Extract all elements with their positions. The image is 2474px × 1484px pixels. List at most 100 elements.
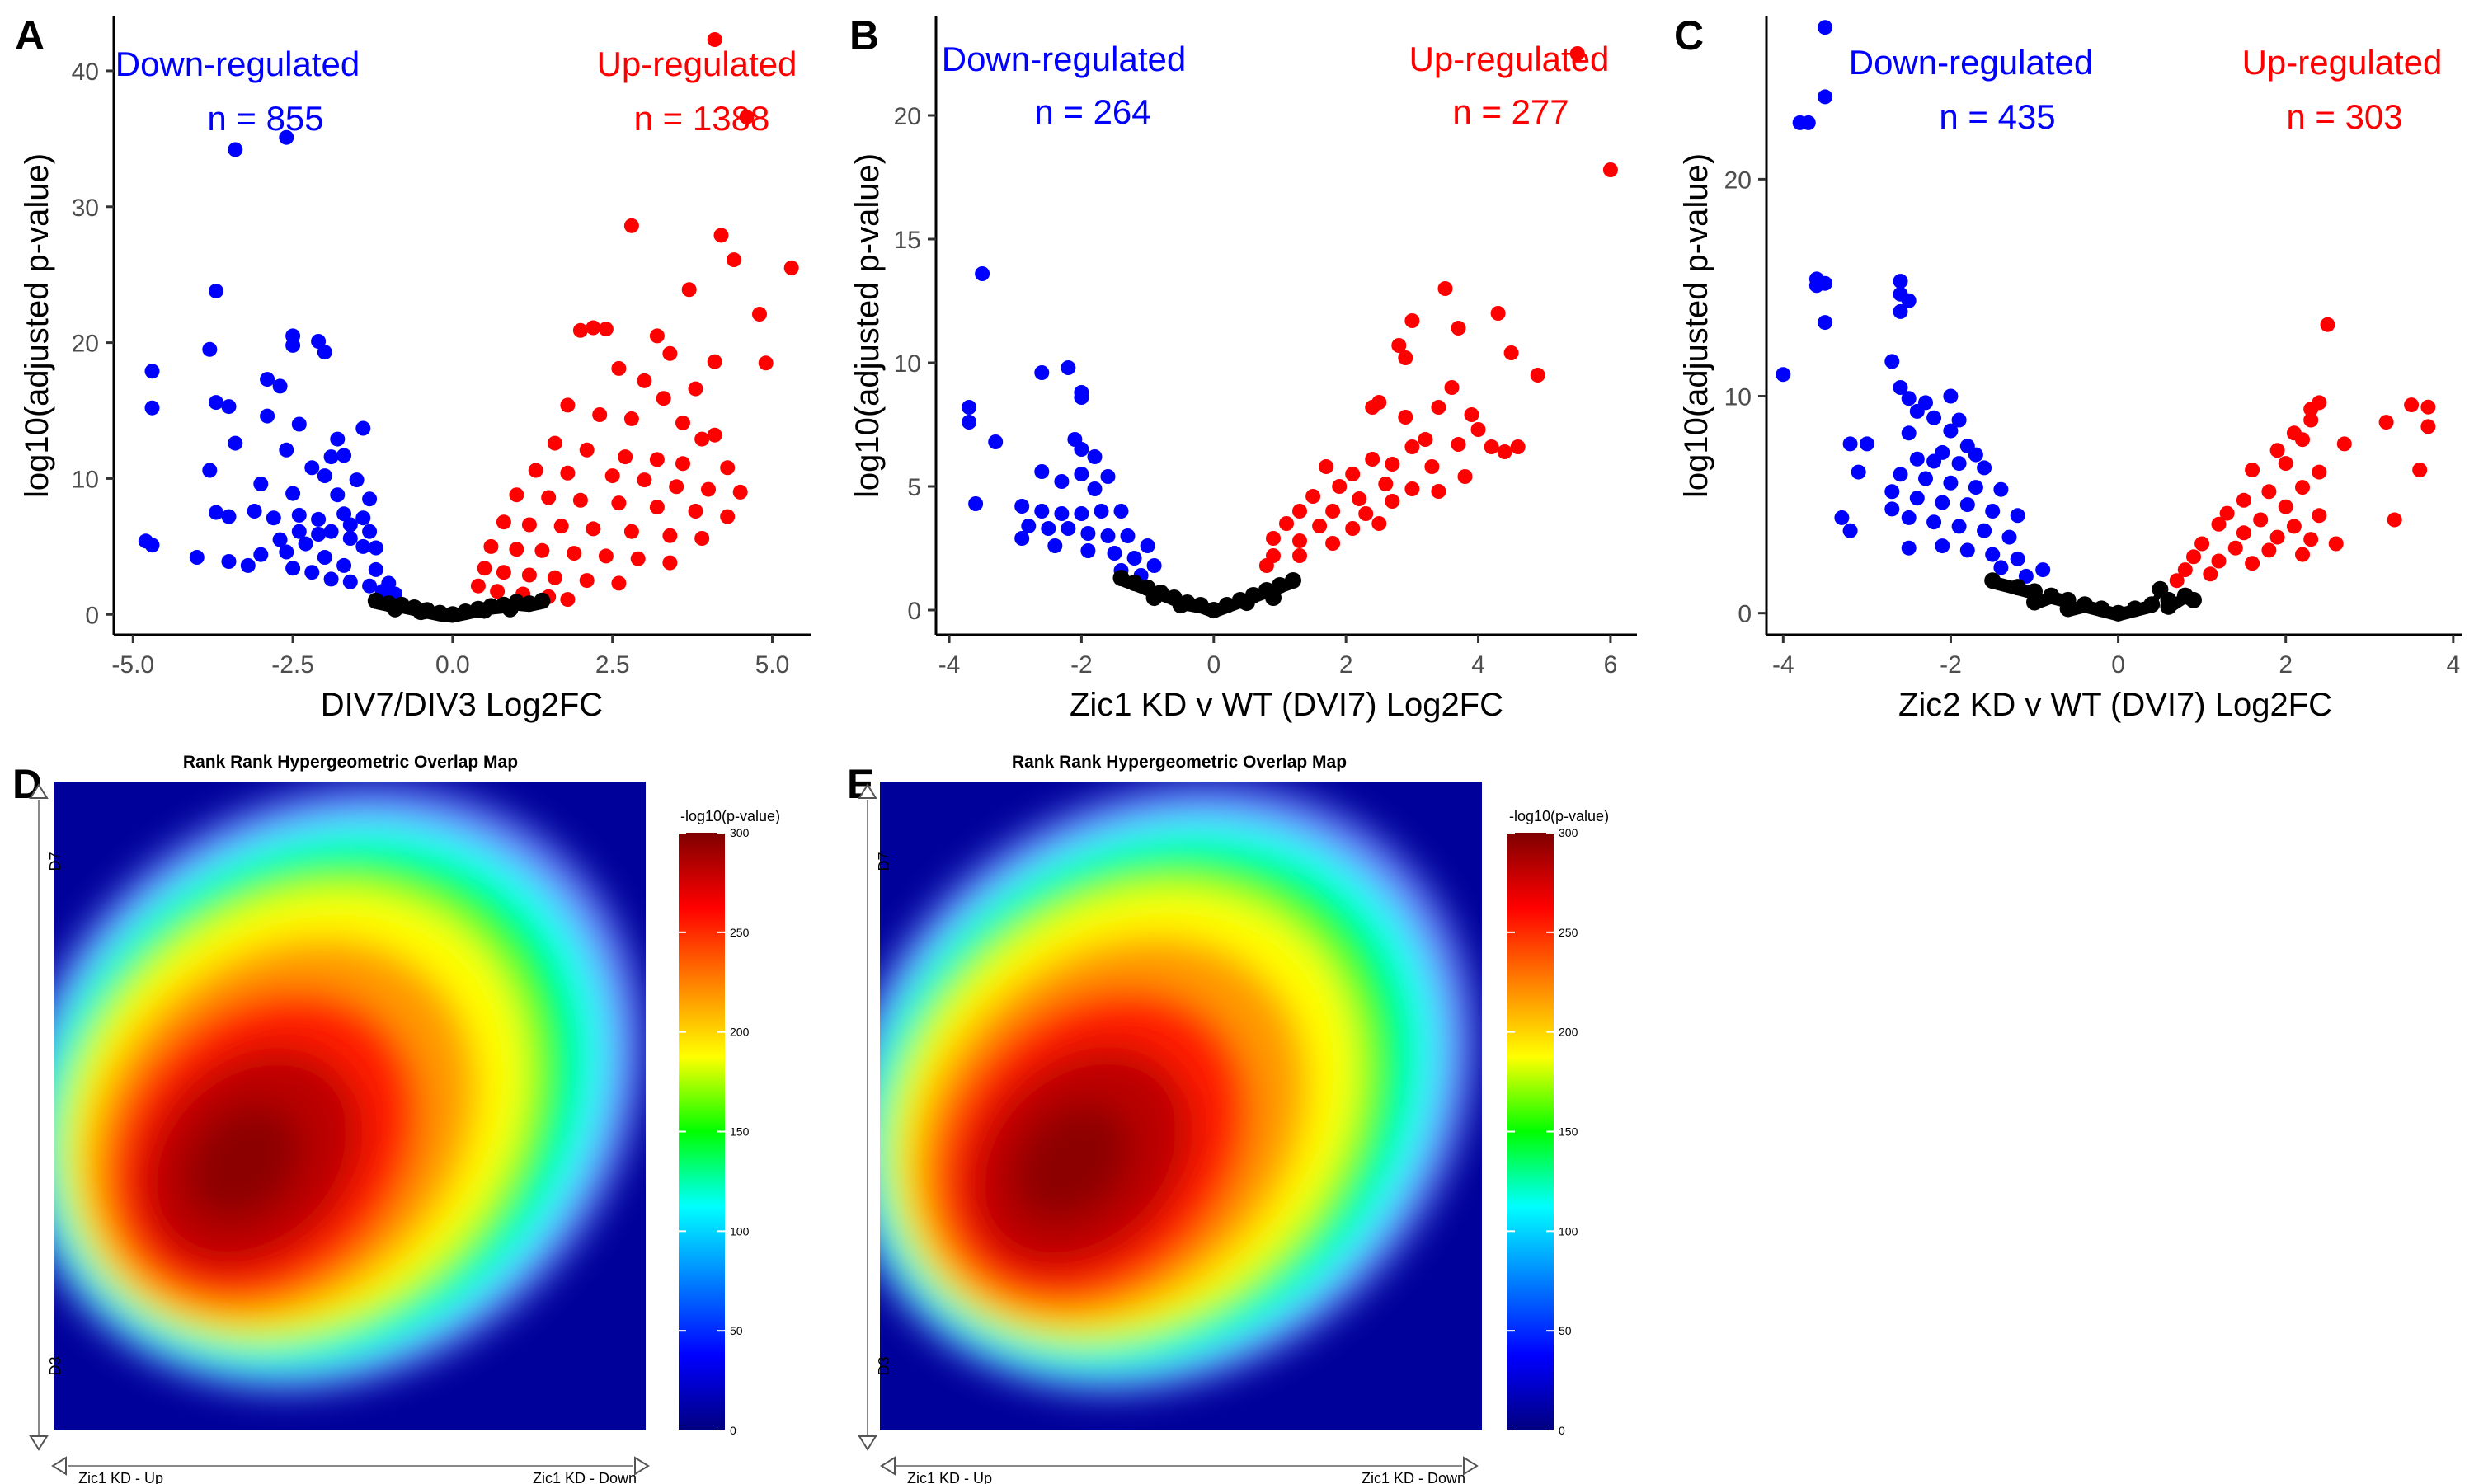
colorbar <box>679 833 725 1430</box>
y-label-bottom: D3 <box>876 1356 892 1375</box>
panel-letter-d: D <box>12 761 42 807</box>
data-point-up <box>1431 484 1446 499</box>
data-point-down <box>1034 504 1050 519</box>
panel-e: E Rank Rank Hypergeometric Overlap Map D… <box>847 753 1609 1484</box>
data-point-up <box>1484 439 1499 454</box>
data-point-down <box>1985 504 2001 519</box>
data-point-ns <box>387 600 404 618</box>
data-point-down <box>2010 551 2025 566</box>
y-tick-label: 20 <box>894 103 921 130</box>
colorbar-tick-label: 250 <box>1559 926 1578 939</box>
data-point-up <box>2312 464 2327 480</box>
data-point-down <box>1901 293 1917 308</box>
data-point-up <box>1451 321 1466 336</box>
colorbar-tick-label: 200 <box>1559 1026 1578 1039</box>
x-tick-label: -2.5 <box>271 651 314 679</box>
data-point-up <box>618 449 633 465</box>
data-point-down <box>240 557 256 573</box>
data-point-up <box>2387 512 2402 528</box>
data-point-down <box>336 448 352 463</box>
data-point-down <box>1893 467 1908 482</box>
data-point-up <box>1444 380 1460 395</box>
heatmap-image <box>54 782 646 1430</box>
data-point-down <box>189 550 205 565</box>
data-point-down <box>1074 390 1089 405</box>
y-tick-label: 0 <box>1738 601 1752 628</box>
data-point-up <box>1418 432 1433 447</box>
data-point-up <box>1258 558 1274 573</box>
data-point-up <box>1292 504 1307 519</box>
colorbar-tick-label: 150 <box>730 1125 750 1139</box>
data-point-up <box>752 307 767 322</box>
data-point-ns <box>2059 600 2077 618</box>
data-point-up <box>623 411 639 426</box>
data-point-up <box>579 442 595 458</box>
data-point-down <box>1021 519 1037 533</box>
data-point-up <box>2245 556 2260 571</box>
panel-a: A -5.0 -2.5 0.0 2.5 5.0 0 10 20 30 40 Down-regula… <box>15 12 811 723</box>
data-point-down <box>1918 471 1933 486</box>
colorbar-tick-label: 100 <box>730 1224 750 1237</box>
data-point-down <box>355 420 371 436</box>
data-point-up <box>656 391 671 406</box>
data-point-down <box>1074 467 1089 481</box>
data-point-down <box>349 472 365 488</box>
data-point-down <box>1977 523 1992 538</box>
data-point-up <box>2378 415 2394 430</box>
data-point-up <box>701 481 716 497</box>
data-point-down <box>1047 538 1063 553</box>
data-point-up <box>2420 419 2436 434</box>
data-point-down <box>209 395 223 411</box>
data-point-up <box>2169 573 2185 589</box>
data-point-down <box>279 544 294 560</box>
data-point-up <box>2219 505 2235 521</box>
data-point-down <box>323 571 339 587</box>
data-point-ns <box>2093 600 2110 618</box>
x-tick-label: -4 <box>938 651 961 679</box>
colorbar <box>1507 833 1554 1430</box>
heatmap-image <box>880 782 1482 1430</box>
data-point-up <box>604 468 620 484</box>
data-point-ns <box>2160 598 2177 615</box>
x-tick-label: 0 <box>1206 651 1221 679</box>
data-point-up <box>688 504 703 519</box>
data-point-up <box>1378 477 1394 491</box>
data-point-down <box>253 547 269 562</box>
data-point-ns <box>1112 570 1130 586</box>
data-point-up <box>739 110 755 124</box>
data-point-up <box>623 218 639 233</box>
data-point-up <box>1457 469 1473 484</box>
down-regulated-label: Down-regulated <box>1849 43 2094 82</box>
plot-b-ticks: -4 -2 0 2 4 6 0 5 10 15 20 <box>894 103 1618 679</box>
data-point-up <box>2211 553 2227 569</box>
data-point-ns <box>476 602 493 619</box>
data-point-down <box>362 578 378 594</box>
data-point-down <box>2018 568 2034 584</box>
y-tick-label: 5 <box>907 474 921 501</box>
data-point-up <box>2303 532 2319 547</box>
data-point-down <box>1120 528 1136 543</box>
data-point-up <box>1325 504 1341 519</box>
data-point-up <box>2177 562 2193 578</box>
plot-c-ticks: -4 -2 0 2 4 0 10 20 <box>1724 167 2461 679</box>
data-point-down <box>1107 546 1122 561</box>
colorbar-ticks-e: 0 50 100 150 200 250 300 <box>1507 826 1578 1437</box>
data-point-ns <box>1172 597 1189 613</box>
data-point-down <box>317 468 332 484</box>
x-tick-label: 0.0 <box>435 651 470 679</box>
x-tick-label: 4 <box>2446 651 2460 679</box>
data-point-up <box>496 514 511 530</box>
data-point-down <box>291 524 307 539</box>
data-point-ns <box>2026 594 2043 611</box>
data-point-up <box>694 431 710 447</box>
data-point-down <box>279 442 294 458</box>
data-point-up <box>611 575 627 591</box>
data-point-up <box>2236 492 2251 508</box>
data-point-up <box>2303 402 2319 417</box>
data-point-ns <box>1145 589 1163 606</box>
data-point-down <box>368 561 383 577</box>
data-point-up <box>2295 547 2310 562</box>
heatmap-title: Rank Rank Hypergeometric Overlap Map <box>1012 753 1347 772</box>
data-point-down <box>272 378 288 394</box>
data-point-up <box>1292 533 1307 548</box>
